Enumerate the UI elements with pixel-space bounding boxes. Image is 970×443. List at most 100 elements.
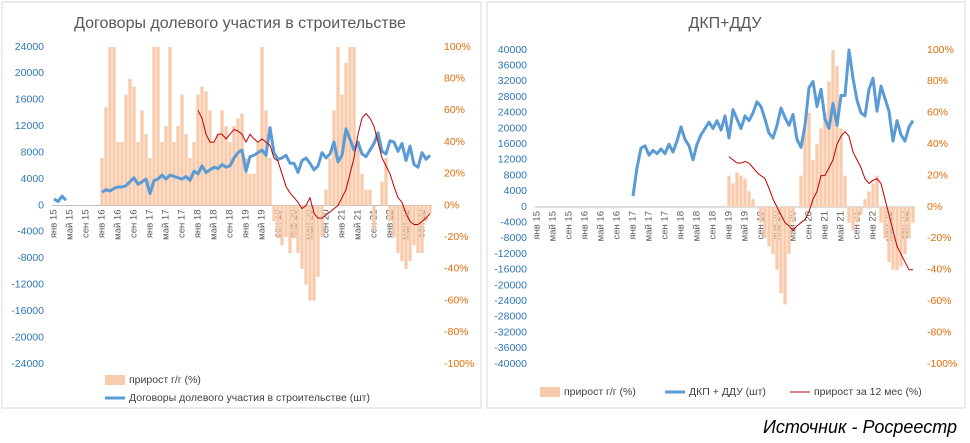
- line: [53, 126, 432, 204]
- bar: [903, 207, 907, 255]
- y-tick-label: -4000: [17, 226, 44, 238]
- bar: [104, 107, 108, 206]
- x-tick-label: янв 16: [580, 211, 591, 240]
- bar: [783, 207, 787, 305]
- y2-tick-label: -100%: [927, 358, 957, 370]
- x-tick-label: сен 20: [321, 210, 332, 239]
- bar: [835, 65, 839, 207]
- bar: [360, 173, 364, 206]
- y2-tick-label: 0%: [444, 199, 459, 211]
- bar: [268, 157, 272, 206]
- bar: [416, 205, 420, 254]
- x-tick-label: сен 21: [852, 211, 863, 240]
- y-tick-label: -16000: [494, 264, 527, 276]
- x-tick-label: янв 17: [628, 211, 639, 240]
- source-note: Источник - Росреестр: [763, 417, 957, 437]
- y-tick-label: -16000: [11, 305, 44, 317]
- bar: [128, 78, 132, 206]
- bar: [316, 205, 320, 277]
- bar: [807, 112, 811, 207]
- y-tick-label: -28000: [494, 311, 527, 323]
- bar: [883, 207, 887, 239]
- bar: [791, 207, 795, 223]
- y2-tick-label: 20%: [444, 168, 465, 180]
- x-tick-label: май 21: [836, 211, 847, 241]
- bar: [280, 205, 284, 246]
- bar: [352, 47, 356, 206]
- bar: [236, 118, 240, 206]
- x-tick-label: май 18: [209, 210, 220, 240]
- bar: [803, 128, 807, 207]
- y2-tick-label: -60%: [444, 294, 469, 306]
- bar: [767, 207, 771, 247]
- x-tick-label: май 17: [161, 210, 172, 240]
- chart-title: Договоры долевого участия в строительств…: [74, 15, 406, 32]
- bar: [148, 157, 152, 206]
- x-tick-label: янв 15: [532, 211, 543, 240]
- legend-swatch: [105, 375, 125, 385]
- x-tick-label: янв 18: [193, 210, 204, 239]
- bar: [372, 205, 376, 230]
- x-tick-label: сен 15: [564, 211, 575, 240]
- x-tick-label: май 18: [692, 211, 703, 241]
- bar: [252, 173, 256, 206]
- bar: [272, 205, 276, 222]
- bar: [819, 128, 823, 207]
- x-tick-label: май 15: [548, 211, 559, 241]
- bar: [879, 207, 883, 223]
- y-tick-label: -8000: [500, 232, 527, 244]
- legend-label: прирост за 12 мес (%): [814, 386, 922, 398]
- bar: [871, 183, 875, 207]
- y-tick-label: 40000: [498, 44, 527, 56]
- bar: [412, 205, 416, 246]
- bar: [112, 47, 116, 206]
- bar: [348, 47, 352, 206]
- bar: [735, 172, 739, 207]
- y-tick-label: 24000: [498, 107, 527, 119]
- bar: [232, 126, 236, 206]
- bar: [256, 142, 260, 206]
- bar: [839, 128, 843, 207]
- bar: [763, 207, 767, 239]
- x-tick-label: май 17: [644, 211, 655, 241]
- y2-tick-label: 40%: [927, 138, 948, 150]
- y-tick-label: -24000: [11, 358, 44, 370]
- bar: [408, 205, 412, 261]
- x-tick-label: сен 19: [756, 211, 767, 240]
- x-tick-label: янв 21: [820, 211, 831, 240]
- bar: [100, 157, 104, 206]
- bar: [132, 86, 136, 206]
- bar: [787, 207, 791, 255]
- legend-label: Договоры долевого участия в строительств…: [129, 392, 370, 404]
- bar: [799, 175, 803, 207]
- bar: [200, 86, 204, 206]
- legend-label: прирост г/г (%): [564, 386, 636, 398]
- bar: [304, 205, 308, 285]
- x-tick-label: сен 20: [804, 211, 815, 240]
- y-tick-label: 8000: [504, 169, 528, 181]
- bar: [863, 199, 867, 207]
- legend-label: прирост г/г (%): [129, 374, 201, 386]
- line: [197, 110, 431, 226]
- bar: [336, 47, 340, 206]
- bar: [136, 142, 140, 206]
- x-tick-label: янв 19: [724, 211, 735, 240]
- bar: [276, 205, 280, 238]
- bar: [196, 94, 200, 206]
- bar: [739, 175, 743, 207]
- x-tick-label: янв 16: [97, 210, 108, 239]
- bar: [887, 207, 891, 262]
- y-tick-label: 16000: [15, 94, 44, 106]
- bar: [384, 157, 388, 206]
- panel-frame: [1, 1, 482, 409]
- y-tick-label: 28000: [498, 91, 527, 103]
- bar: [811, 159, 815, 207]
- legend-swatch: [540, 387, 560, 397]
- bar: [424, 205, 428, 222]
- y2-tick-label: 100%: [444, 41, 471, 53]
- bar: [867, 191, 871, 207]
- y2-tick-label: -40%: [927, 264, 952, 276]
- bar: [212, 142, 216, 206]
- line: [631, 48, 915, 197]
- y2-tick-label: -80%: [444, 326, 469, 338]
